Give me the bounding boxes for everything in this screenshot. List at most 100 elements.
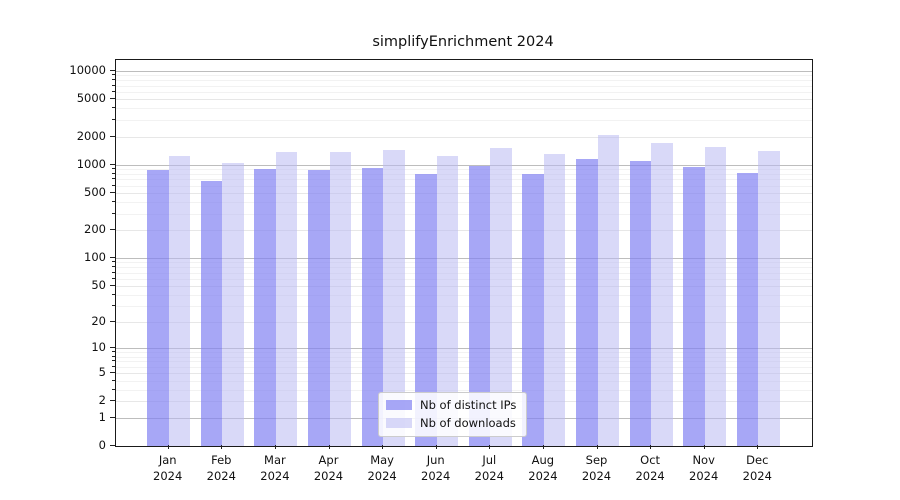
gridline-minor (116, 306, 812, 308)
x-tick (435, 445, 437, 449)
y-tick-minor (112, 388, 115, 390)
y-tick-minor (112, 79, 115, 81)
y-tick-minor (112, 184, 115, 186)
y-tick-minor (112, 365, 115, 367)
bar-downloads (704, 147, 727, 446)
y-tick (110, 192, 115, 194)
y-tick-label: 2 (98, 393, 106, 408)
y-tick-minor (112, 271, 115, 273)
y-tick-minor (112, 178, 115, 180)
gridline-minor (116, 278, 812, 280)
gridline-minor (116, 80, 812, 82)
gridline-major (116, 286, 812, 287)
x-tick-label: Apr 2024 (313, 453, 344, 483)
y-tick-label: 500 (84, 185, 106, 200)
y-tick-minor (112, 84, 115, 86)
x-tick (596, 445, 598, 449)
y-tick-minor (112, 107, 115, 109)
y-tick (110, 347, 115, 349)
x-tick (221, 445, 223, 449)
x-tick-label: Dec 2024 (742, 453, 772, 483)
gridline-minor (116, 389, 812, 391)
bar-downloads (651, 142, 673, 446)
bar-distinct-ips (736, 173, 759, 446)
gridline-minor (116, 179, 812, 181)
y-tick-minor (112, 355, 115, 357)
x-tick-label: Jul 2024 (474, 453, 504, 483)
gridline-major (116, 164, 812, 166)
bar-downloads (383, 150, 405, 446)
gridline-minor (116, 262, 812, 264)
y-tick (110, 98, 115, 100)
y-tick-minor (112, 74, 115, 76)
x-tick-label: Feb 2024 (206, 453, 236, 483)
y-tick-minor (112, 293, 115, 295)
gridline-major (116, 230, 812, 232)
bar-downloads (758, 150, 780, 446)
gridline-major (116, 99, 812, 101)
chart-title: simplifyEnrichment 2024 (372, 34, 554, 50)
y-tick (110, 445, 115, 446)
gridline-major (116, 373, 812, 375)
bar-distinct-ips (468, 166, 491, 446)
y-tick (110, 285, 115, 286)
x-tick-label: Aug 2024 (528, 453, 558, 483)
gridline-major (116, 136, 812, 138)
y-tick (110, 372, 115, 374)
y-tick-minor (112, 261, 115, 263)
gridline-minor (116, 294, 812, 296)
bar-downloads (329, 152, 351, 446)
x-tick (542, 445, 544, 449)
y-tick-label: 100 (84, 250, 106, 265)
legend-item-distinct-ips: Nb of distinct IPs (386, 398, 516, 412)
x-tick (382, 445, 384, 449)
y-tick (110, 229, 115, 231)
y-tick-minor (112, 90, 115, 92)
bar-distinct-ips (415, 173, 437, 446)
y-tick-label: 1000 (76, 156, 106, 171)
legend-item-downloads: Nb of downloads (386, 416, 516, 430)
gridline-minor (116, 380, 812, 382)
gridline-minor (116, 169, 812, 171)
gridline-minor (116, 356, 812, 358)
y-tick (110, 321, 115, 323)
x-tick (167, 445, 169, 449)
y-tick (110, 400, 115, 402)
y-tick (110, 416, 115, 418)
y-tick-label: 200 (84, 222, 106, 237)
x-tick-label: Sep 2024 (581, 453, 612, 483)
x-tick-label: Oct 2024 (635, 453, 665, 483)
gridline-major (116, 348, 812, 350)
gridline-minor (116, 202, 812, 204)
y-tick-minor (112, 379, 115, 381)
y-tick-minor (112, 277, 115, 279)
bar-downloads (543, 153, 566, 446)
gridline-minor (116, 272, 812, 274)
bar-distinct-ips (683, 167, 705, 446)
y-tick-label: 5000 (76, 91, 106, 106)
gridline-minor (116, 173, 812, 175)
gridline-minor (116, 185, 812, 187)
bar-distinct-ips (200, 181, 223, 446)
legend-swatch-distinct-ips (386, 400, 412, 410)
bar-distinct-ips (147, 170, 169, 446)
gridline-minor (116, 213, 812, 215)
gridline-minor (116, 85, 812, 87)
y-tick-minor (112, 266, 115, 268)
bar-distinct-ips (522, 174, 544, 446)
x-tick-label: Jan 2024 (153, 453, 183, 483)
bar-downloads (222, 162, 244, 446)
y-tick-label: 1 (98, 409, 106, 424)
legend: Nb of distinct IPs Nb of downloads (378, 392, 528, 437)
x-tick (650, 445, 652, 449)
bar-downloads (168, 155, 191, 446)
y-tick-minor (112, 351, 115, 353)
y-tick-minor (112, 305, 115, 307)
x-tick (489, 445, 491, 449)
bar-distinct-ips (308, 169, 330, 446)
x-tick-label: Nov 2024 (689, 453, 719, 483)
y-tick (110, 257, 115, 259)
y-tick-minor (112, 201, 115, 203)
gridline-major (116, 322, 812, 324)
